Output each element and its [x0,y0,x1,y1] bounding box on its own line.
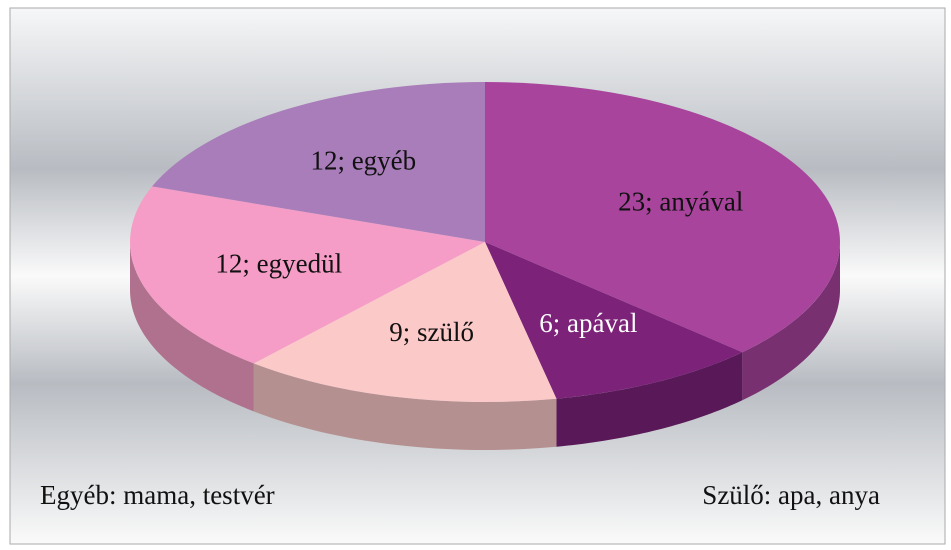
slice-side [742,242,840,401]
data-label: 6; apával [539,308,637,338]
slice-side [130,242,254,412]
slice [253,242,557,402]
tops: 23; anyával 6; apával 9; szülő 12; egyedül 1… [130,82,840,402]
slice-side [253,363,557,450]
slice [130,186,485,364]
data-label: 12; egyéb [310,145,416,175]
slice [485,242,743,399]
data-label: 23; anyával [618,186,743,216]
data-label: 12; egyedül [215,248,342,278]
slice [152,82,485,242]
annotation: Szülő: apa, anya [702,480,880,510]
sides [130,242,840,450]
annotation: Egyéb: mama, testvér [40,480,275,510]
slice [485,82,840,353]
slice-side [556,352,743,447]
data-label: 9; szülő [389,317,474,347]
